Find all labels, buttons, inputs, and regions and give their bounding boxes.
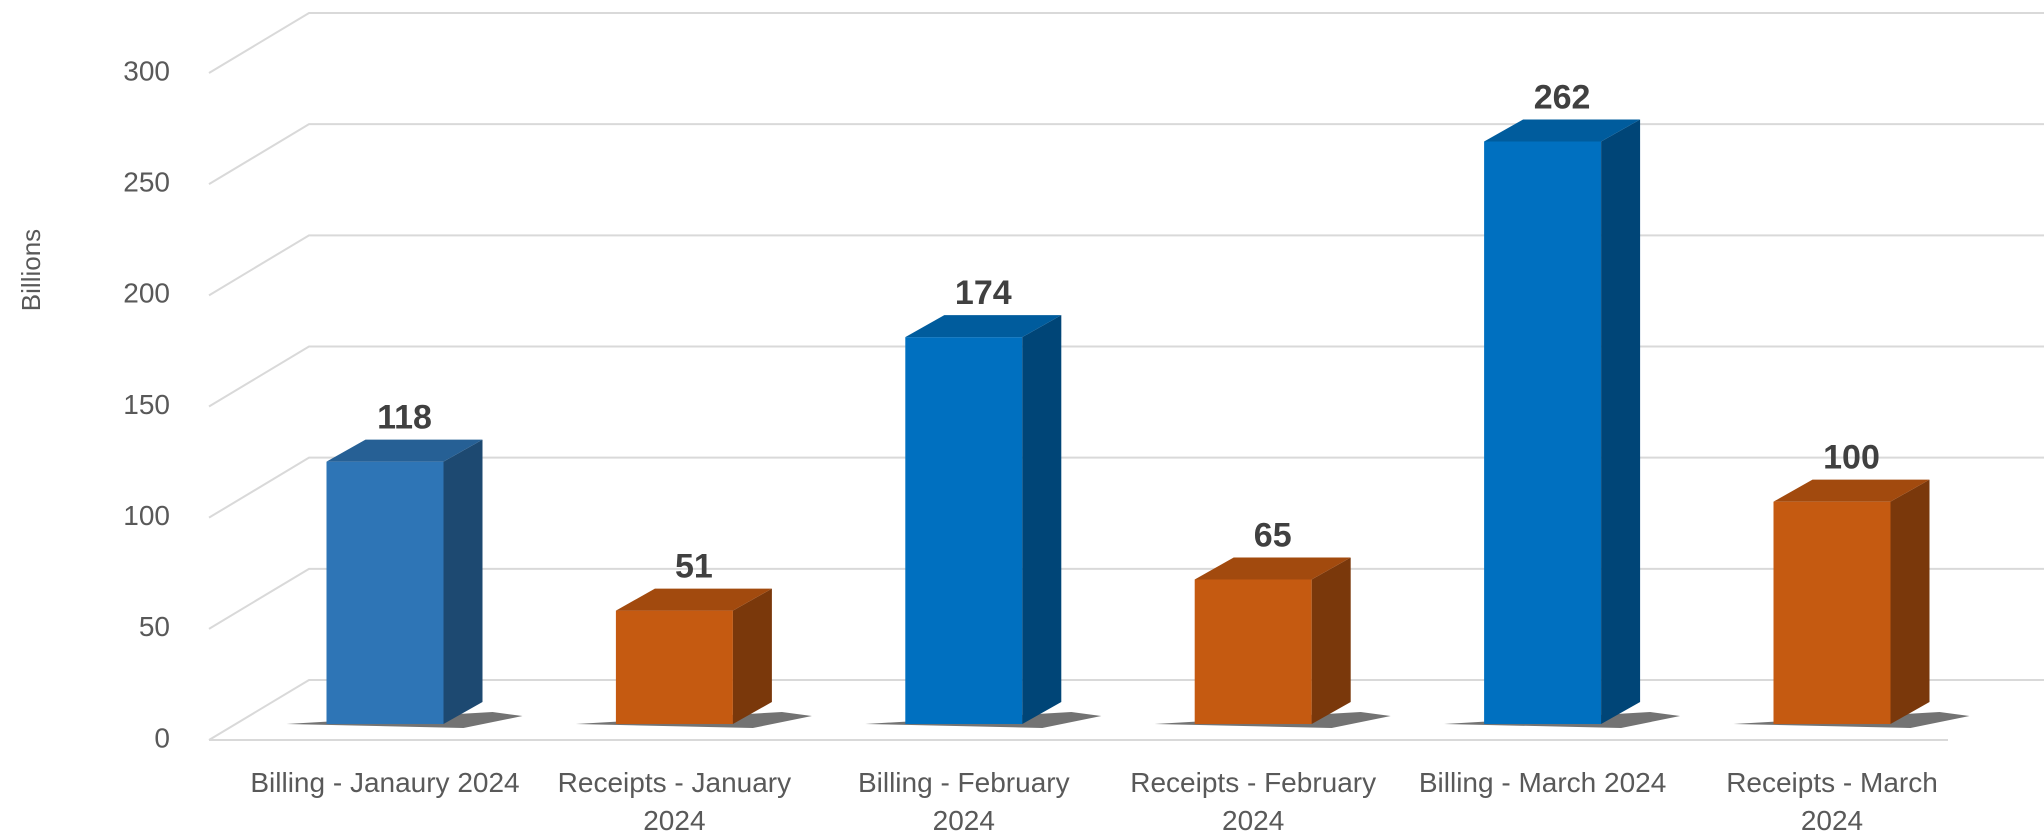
y-tick-label: 0 [154,722,170,753]
grid-line [208,567,2044,630]
data-label: 262 [1534,78,1591,116]
data-label: 174 [955,274,1012,312]
bar-top [905,315,1062,338]
bar [326,461,444,724]
bar-side [1890,479,1930,724]
bar-top [1194,557,1351,580]
grid-line [208,12,2044,74]
data-label: 118 [377,399,432,437]
bar [1194,579,1312,724]
grid-line [208,456,2044,519]
bar-side [732,588,772,724]
bar-top [326,439,483,462]
x-tick-label: Receipts - February 2024 [1130,767,1377,836]
bar-side [443,439,483,724]
grid-line [208,234,2044,297]
bar-side [1022,315,1062,724]
bar-top [615,588,772,611]
grid-line [208,123,2044,186]
grid-line [208,679,2044,741]
bar [615,610,733,724]
x-tick-label: Billing - Janaury 2024 [250,767,520,798]
bar-top [1484,119,1641,142]
y-tick-label: 200 [123,278,170,309]
x-tick-label: Receipts - January 2024 [557,767,792,836]
data-label: 51 [675,548,713,586]
y-tick-label: 300 [123,55,170,86]
y-tick-label: 50 [139,611,170,642]
bar-top [1773,479,1930,502]
y-tick-label: 250 [123,167,170,198]
bar [1484,141,1602,724]
y-tick-label: 150 [123,389,170,420]
data-label: 65 [1254,516,1292,554]
bar [1773,501,1891,724]
y-axis-label: Billions [16,229,46,311]
grid-line [208,345,2044,408]
x-tick-label: Billing - March 2024 [1418,767,1667,798]
x-tick-label: Billing - February 2024 [857,767,1070,836]
y-tick-label: 100 [123,500,170,531]
bar-side [1311,557,1351,724]
bar [905,337,1023,724]
x-tick-label: Receipts - March 2024 [1726,767,1938,836]
bar-side [1601,119,1641,724]
data-label: 100 [1823,439,1880,477]
